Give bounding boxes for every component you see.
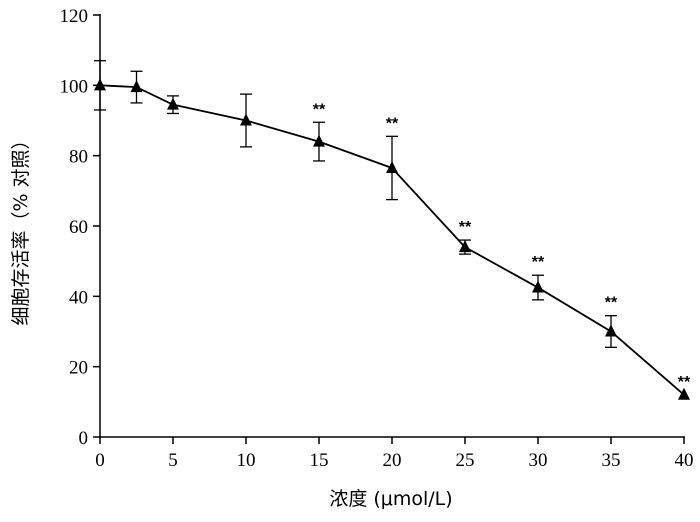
x-tick-label: 25 <box>456 450 475 471</box>
y-tick-label: 60 <box>69 217 88 238</box>
y-tick-label: 0 <box>79 428 89 449</box>
data-point-marker <box>605 324 617 337</box>
y-axis-ticks: 0 20 40 60 80 100 120 <box>60 6 100 449</box>
data-point-marker <box>167 97 179 110</box>
x-tick-label: 35 <box>602 450 621 471</box>
data-point-marker <box>459 240 471 253</box>
x-tick-label: 40 <box>675 450 694 471</box>
data-point-marker <box>130 80 143 93</box>
y-tick-label: 80 <box>69 147 88 168</box>
significance-label: ** <box>532 254 545 271</box>
y-tick-label: 100 <box>60 76 89 97</box>
axes <box>99 14 685 438</box>
x-tick-label: 20 <box>383 450 402 471</box>
y-tick-label: 40 <box>69 287 88 308</box>
plot-area: ** ** ** ** ** ** <box>94 60 691 400</box>
data-point-marker <box>94 78 106 91</box>
significance-label: ** <box>386 115 399 132</box>
significance-label: ** <box>313 101 326 118</box>
x-tick-label: 30 <box>529 450 548 471</box>
data-point-marker <box>386 160 398 173</box>
y-tick-label: 120 <box>60 6 89 27</box>
y-axis-title: 细胞存活率（% 对照） <box>10 130 32 325</box>
x-axis-title: 浓度 (μmol/L) <box>329 488 452 510</box>
data-point-marker <box>678 387 690 400</box>
x-tick-label: 15 <box>310 450 329 471</box>
data-point-marker <box>532 280 544 293</box>
x-tick-label: 0 <box>95 450 105 471</box>
data-point-marker <box>313 134 325 147</box>
x-tick-label: 10 <box>237 450 256 471</box>
x-tick-label: 5 <box>168 450 178 471</box>
data-point-marker <box>240 113 252 126</box>
significance-label: ** <box>678 374 691 391</box>
series-line <box>99 84 685 396</box>
significance-label: ** <box>459 219 472 236</box>
significance-label: ** <box>605 295 618 312</box>
y-tick-label: 20 <box>69 358 88 379</box>
x-axis-ticks: 0 5 10 15 20 25 30 35 40 <box>95 437 694 471</box>
